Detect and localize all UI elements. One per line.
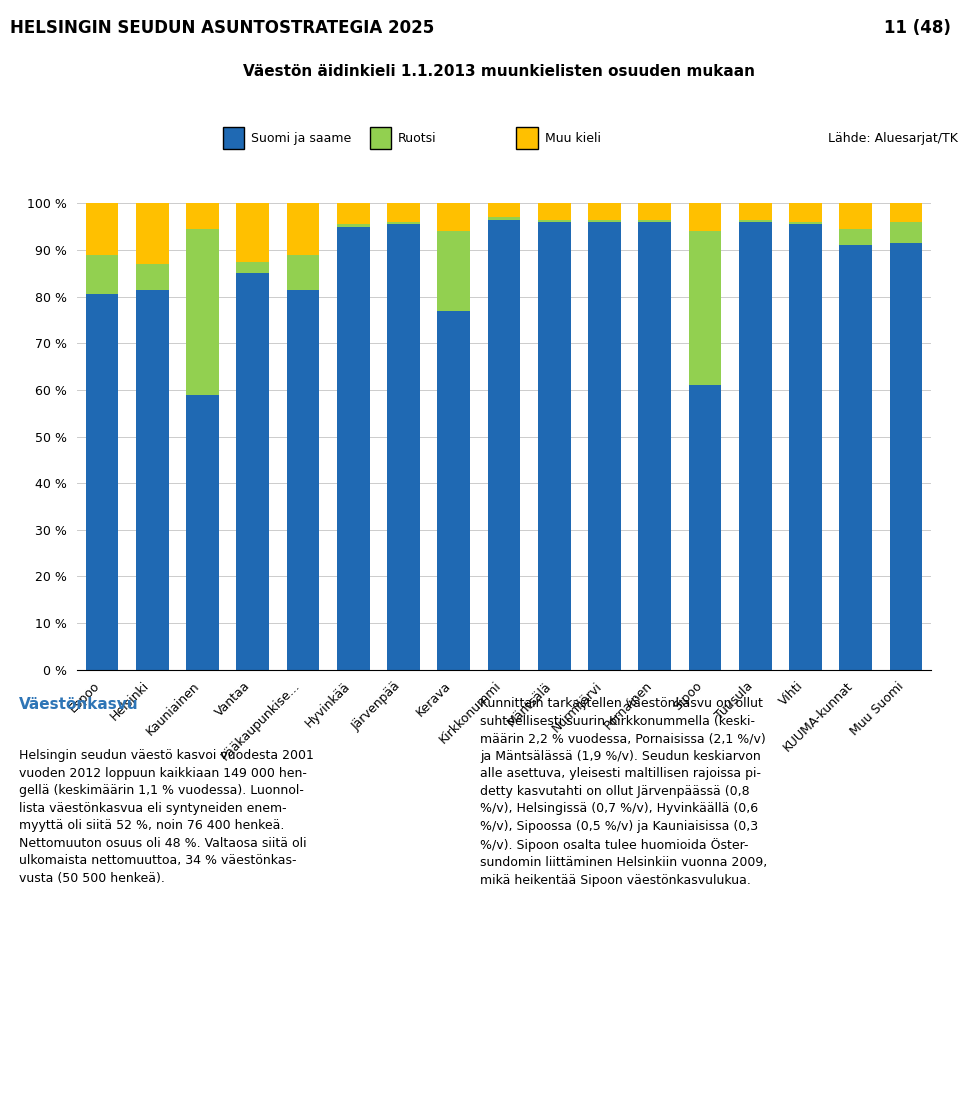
Bar xyxy=(688,204,721,231)
Bar xyxy=(739,219,772,223)
Text: Suomi ja saame: Suomi ja saame xyxy=(252,132,351,145)
Text: 11 (48): 11 (48) xyxy=(883,19,950,37)
FancyBboxPatch shape xyxy=(370,127,391,149)
Bar xyxy=(85,255,118,294)
Bar xyxy=(739,204,772,219)
Bar xyxy=(890,244,923,670)
Bar xyxy=(186,204,219,229)
Bar xyxy=(538,223,570,670)
Bar xyxy=(337,204,370,225)
Text: HELSINGIN SEUDUN ASUNTOSTRATEGIA 2025: HELSINGIN SEUDUN ASUNTOSTRATEGIA 2025 xyxy=(10,19,434,37)
Bar xyxy=(337,227,370,670)
Bar xyxy=(638,223,671,670)
Bar xyxy=(337,225,370,227)
Bar xyxy=(839,229,872,246)
Bar xyxy=(890,204,923,223)
Bar xyxy=(488,204,520,217)
Bar xyxy=(387,223,420,225)
FancyBboxPatch shape xyxy=(223,127,244,149)
Bar xyxy=(438,311,470,670)
Bar xyxy=(287,255,320,290)
Bar xyxy=(387,204,420,223)
Bar xyxy=(588,223,621,670)
Text: Muu kieli: Muu kieli xyxy=(545,132,601,145)
Bar xyxy=(588,219,621,223)
FancyBboxPatch shape xyxy=(516,127,538,149)
Bar xyxy=(387,225,420,670)
Bar xyxy=(538,204,570,219)
Text: Helsingin seudun väestö kasvoi vuodesta 2001
vuoden 2012 loppuun kaikkiaan 149 0: Helsingin seudun väestö kasvoi vuodesta … xyxy=(19,749,314,884)
Bar xyxy=(236,273,269,670)
Bar xyxy=(789,223,822,225)
Bar xyxy=(688,385,721,670)
Bar xyxy=(186,229,219,394)
Bar xyxy=(85,204,118,255)
Bar xyxy=(488,217,520,219)
Bar xyxy=(236,204,269,261)
Bar xyxy=(890,223,923,244)
Bar xyxy=(638,219,671,223)
Bar xyxy=(538,219,570,223)
Bar xyxy=(638,204,671,219)
Bar xyxy=(287,290,320,670)
Bar xyxy=(789,204,822,223)
Text: Lähde: Aluesarjat/TK: Lähde: Aluesarjat/TK xyxy=(828,132,957,145)
Bar xyxy=(136,204,169,263)
Bar xyxy=(438,204,470,231)
Bar xyxy=(739,223,772,670)
Bar xyxy=(688,231,721,385)
Text: Väestön äidinkieli 1.1.2013 muunkielisten osuuden mukaan: Väestön äidinkieli 1.1.2013 muunkieliste… xyxy=(243,64,756,80)
Bar xyxy=(839,246,872,670)
Bar xyxy=(839,204,872,229)
Text: Väestönkasvu: Väestönkasvu xyxy=(19,697,139,713)
Bar xyxy=(85,294,118,670)
Bar xyxy=(136,290,169,670)
Bar xyxy=(236,261,269,273)
Bar xyxy=(287,204,320,255)
Bar xyxy=(488,219,520,670)
Text: Ruotsi: Ruotsi xyxy=(398,132,437,145)
Bar xyxy=(438,231,470,311)
Bar xyxy=(186,394,219,670)
Bar xyxy=(136,263,169,290)
Bar xyxy=(588,204,621,219)
Text: Kunnittain tarkastellen väestönkasvu on ollut
suhteellisesti suurin Kirkkonummel: Kunnittain tarkastellen väestönkasvu on … xyxy=(480,697,767,887)
Bar xyxy=(789,225,822,670)
